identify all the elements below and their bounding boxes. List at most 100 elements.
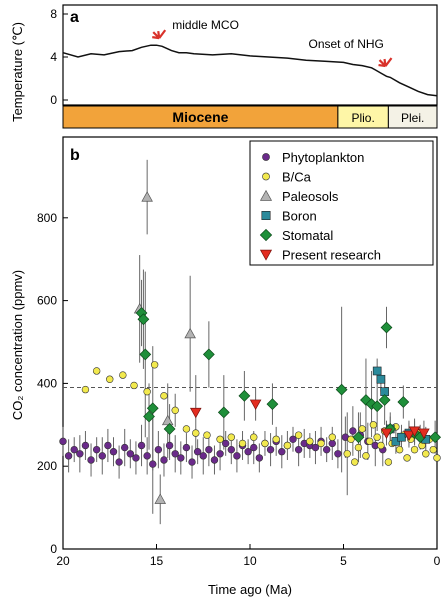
stomatal-point [371, 400, 384, 413]
phytoplankton-point [266, 445, 275, 454]
stomatal-point [352, 431, 365, 444]
b-ytick-label: 200 [37, 459, 57, 473]
b-ca-point [143, 387, 151, 396]
phytoplankton-point [227, 445, 236, 454]
nhg-annotation-label: Onset of NHG [309, 37, 384, 51]
present-research-point [403, 430, 415, 442]
epoch-plei [387, 105, 438, 129]
b-ca-point [250, 433, 258, 441]
legend-marker-b-ca [262, 172, 270, 181]
paleosols-point [184, 327, 196, 339]
stomatal-point [137, 313, 150, 326]
panel-b: b CO₂ concentration (ppmv) Time ago (Ma)… [10, 136, 442, 597]
b-xtick-label: 15 [150, 554, 164, 568]
legend-marker-paleosols [259, 189, 273, 201]
stomatal-point [163, 423, 176, 435]
b-ca-point [238, 439, 247, 448]
middle-mco-annotation-label: middle MCO [172, 18, 239, 32]
phytoplankton-point [64, 452, 73, 460]
b-ytick-label: 800 [37, 211, 57, 225]
legend-label-b-ca: B/Ca [282, 170, 312, 185]
phytoplankton-point [154, 445, 163, 454]
present-research-point [249, 399, 262, 411]
a-ytick-label: 0 [50, 93, 57, 107]
b-ca-point [395, 445, 404, 454]
a-ytick-label: 4 [50, 50, 57, 64]
b-ca-point [429, 445, 437, 454]
b-ca-point [171, 406, 179, 415]
phytoplankton-point [149, 460, 157, 468]
phytoplankton-point [233, 452, 241, 460]
b-ca-point [160, 392, 168, 400]
b-xtick-label: 20 [56, 554, 70, 568]
phytoplankton-point [255, 454, 264, 462]
legend-label-present-research: Present research [282, 248, 381, 263]
b-ca-point [216, 435, 224, 443]
b-ca-point [410, 445, 419, 454]
present-research-point [189, 407, 202, 419]
b-ca-point [365, 437, 374, 446]
panel-b-ylabel: CO₂ concentration (ppmv) [10, 270, 25, 420]
phytoplankton-point [216, 450, 224, 458]
panel-b-xlabel: Time ago (Ma) [208, 582, 292, 597]
b-ca-point [358, 425, 366, 433]
legend-marker-present-research [259, 249, 273, 261]
phytoplankton-point [160, 456, 168, 464]
b-ca-point [192, 429, 200, 437]
legend-label-phytoplankton: Phytoplankton [282, 150, 364, 165]
b-ca-point [283, 441, 292, 450]
phytoplankton-point [59, 437, 67, 446]
phytoplankton-point [87, 456, 95, 464]
phytoplankton-point [165, 441, 174, 450]
stomatal-point [380, 321, 393, 334]
phytoplankton-point [193, 448, 202, 456]
legend-label-paleosols: Paleosols [282, 189, 339, 204]
phytoplankton-point [92, 445, 101, 454]
phytoplankton-point [334, 450, 342, 458]
phytoplankton-point [188, 458, 196, 466]
paleosols-point [141, 191, 153, 202]
b-ca-point [182, 425, 191, 433]
phytoplankton-point [294, 445, 303, 454]
legend-label-boron: Boron [282, 209, 317, 224]
legend-marker-phytoplankton [262, 153, 270, 161]
phytoplankton-point [221, 439, 230, 448]
b-ca-point [81, 385, 90, 394]
phytoplankton-point [278, 448, 286, 456]
phytoplankton-point [132, 454, 140, 462]
panel-a-frame [62, 4, 438, 106]
boron-point [397, 432, 406, 442]
phytoplankton-point [322, 445, 331, 454]
boron-point [376, 374, 386, 384]
b-ytick-label: 0 [50, 542, 57, 556]
boron-point [372, 366, 382, 376]
b-ca-point [343, 450, 351, 458]
b-ca-point [377, 441, 385, 450]
stomatal-point [146, 402, 159, 415]
panel-a-label: a [70, 9, 79, 26]
b-ca-point [150, 361, 159, 369]
phytoplankton-point [115, 458, 123, 466]
phytoplankton-point [137, 441, 146, 450]
phytoplankton-point [70, 445, 78, 454]
stomatal-point [397, 396, 410, 408]
temperature-line [62, 44, 438, 97]
phytoplankton-point [81, 441, 90, 450]
b-ca-point [306, 437, 314, 446]
b-ca-point [373, 433, 381, 441]
phytoplankton-point [171, 450, 179, 458]
b-ca-point [351, 458, 359, 466]
phytoplankton-point [205, 445, 213, 454]
phytoplankton-point [311, 443, 320, 452]
b-ca-point [362, 452, 370, 460]
b-ca-point [347, 435, 355, 443]
b-ca-point [422, 450, 430, 458]
stomatal-point [202, 348, 215, 361]
epoch-label-plei: Plei. [401, 111, 424, 125]
paleosols-point [161, 414, 174, 426]
b-ca-point [384, 458, 393, 466]
a-ytick-label: 8 [50, 7, 57, 21]
legend-box [249, 140, 434, 266]
phytoplankton-point [182, 443, 191, 452]
